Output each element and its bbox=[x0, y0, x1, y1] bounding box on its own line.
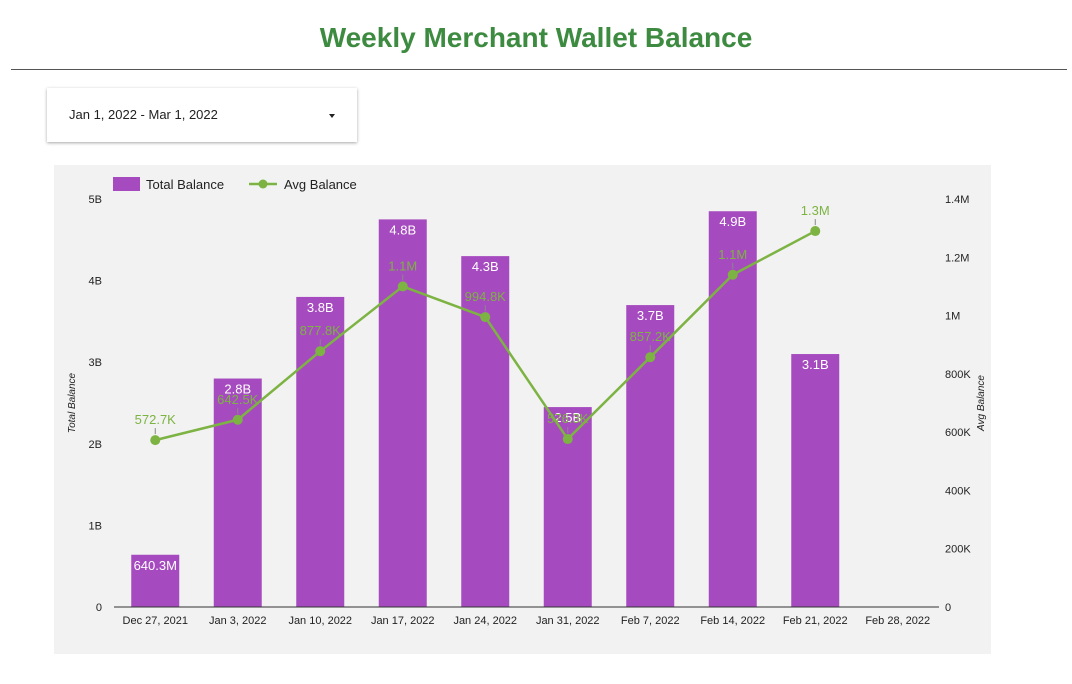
avg-balance-point[interactable] bbox=[315, 346, 326, 357]
right-axis-tick-label: 1M bbox=[945, 311, 960, 323]
x-axis-tick-label: Feb 7, 2022 bbox=[621, 615, 680, 627]
right-axis-tick-label: 0 bbox=[945, 602, 951, 614]
x-axis-tick-label: Feb 14, 2022 bbox=[700, 615, 765, 627]
date-range-value: Jan 1, 2022 - Mar 1, 2022 bbox=[69, 107, 218, 122]
right-axis-tick-label: 1.2M bbox=[945, 252, 969, 264]
x-axis-tick-label: Feb 21, 2022 bbox=[783, 615, 848, 627]
left-axis-tick-label: 5B bbox=[89, 194, 102, 206]
avg-balance-point[interactable] bbox=[727, 269, 738, 280]
bar-data-label: 640.3M bbox=[134, 558, 177, 573]
x-axis-tick-label: Dec 27, 2021 bbox=[123, 615, 188, 627]
right-axis-tick-label: 800K bbox=[945, 369, 971, 381]
line-data-label: 1.1M bbox=[718, 247, 747, 262]
avg-balance-point[interactable] bbox=[150, 435, 161, 446]
right-axis-tick-label: 1.4M bbox=[945, 194, 969, 206]
left-axis-tick-label: 1B bbox=[89, 520, 102, 532]
right-axis-title: Avg Balance bbox=[976, 375, 987, 432]
bar-data-label: 3.8B bbox=[307, 300, 334, 315]
bar-data-label: 2.8B bbox=[224, 382, 251, 397]
left-axis-tick-label: 2B bbox=[89, 439, 102, 451]
x-axis-tick-label: Jan 17, 2022 bbox=[371, 615, 435, 627]
left-axis-title: Total Balance bbox=[67, 372, 78, 433]
bar-data-label: 4.9B bbox=[719, 214, 746, 229]
bar-data-label: 2.5B bbox=[554, 410, 581, 425]
page-title: Weekly Merchant Wallet Balance bbox=[319, 22, 753, 53]
left-axis-tick-label: 0 bbox=[96, 602, 102, 614]
bar-data-label: 3.1B bbox=[802, 357, 829, 372]
right-axis-tick-label: 400K bbox=[945, 485, 971, 497]
x-axis-tick-label: Jan 24, 2022 bbox=[453, 615, 517, 627]
bar[interactable] bbox=[131, 554, 180, 607]
avg-balance-point[interactable] bbox=[397, 281, 408, 292]
left-axis-tick-label: 4B bbox=[89, 276, 102, 288]
line-data-label: 877.8K bbox=[300, 323, 342, 338]
x-axis-tick-label: Jan 31, 2022 bbox=[536, 615, 600, 627]
legend-marker-avg-balance bbox=[258, 179, 268, 189]
line-data-label: 1.1M bbox=[388, 258, 417, 273]
line-data-label: 642.5K bbox=[217, 392, 259, 407]
avg-balance-point[interactable] bbox=[232, 414, 243, 425]
chart-panel: 0 1B 2B 3B 4B 5B 0 200K 400K 600K 800K 1M 1.2M 1.4M To… bbox=[54, 165, 991, 654]
line-data-label: 576.3K bbox=[547, 411, 589, 426]
legend-label-total-balance: Total Balance bbox=[146, 177, 224, 192]
legend-label-avg-balance: Avg Balance bbox=[284, 177, 357, 192]
title-divider bbox=[11, 69, 1067, 70]
right-axis-tick-label: 200K bbox=[945, 544, 971, 556]
avg-balance-point[interactable] bbox=[562, 434, 573, 445]
line-data-label: 857.2K bbox=[630, 329, 672, 344]
avg-balance-point[interactable] bbox=[645, 352, 656, 363]
line-data-label: 572.7K bbox=[135, 412, 177, 427]
avg-balance-point[interactable] bbox=[810, 226, 821, 237]
caret-down-icon[interactable] bbox=[329, 114, 335, 118]
bar-data-label: 4.8B bbox=[389, 222, 416, 237]
left-axis-tick-label: 3B bbox=[89, 357, 102, 369]
line-data-label: 1.3M bbox=[801, 203, 830, 218]
avg-balance-point[interactable] bbox=[480, 312, 491, 323]
x-axis-tick-label: Jan 3, 2022 bbox=[209, 615, 267, 627]
x-axis-tick-label: Jan 10, 2022 bbox=[288, 615, 352, 627]
x-axis-tick-label: Feb 28, 2022 bbox=[865, 615, 930, 627]
legend-swatch-total-balance bbox=[113, 177, 140, 191]
bar-data-label: 3.7B bbox=[637, 308, 664, 323]
right-axis-tick-label: 600K bbox=[945, 427, 971, 439]
bar-data-label: 4.3B bbox=[472, 259, 499, 274]
combo-chart: 0 1B 2B 3B 4B 5B 0 200K 400K 600K 800K 1M 1.2M 1.4M To… bbox=[67, 177, 987, 627]
bar[interactable] bbox=[791, 354, 840, 607]
date-range-picker[interactable]: Jan 1, 2022 - Mar 1, 2022 bbox=[47, 88, 357, 142]
line-data-label: 994.8K bbox=[465, 289, 507, 304]
